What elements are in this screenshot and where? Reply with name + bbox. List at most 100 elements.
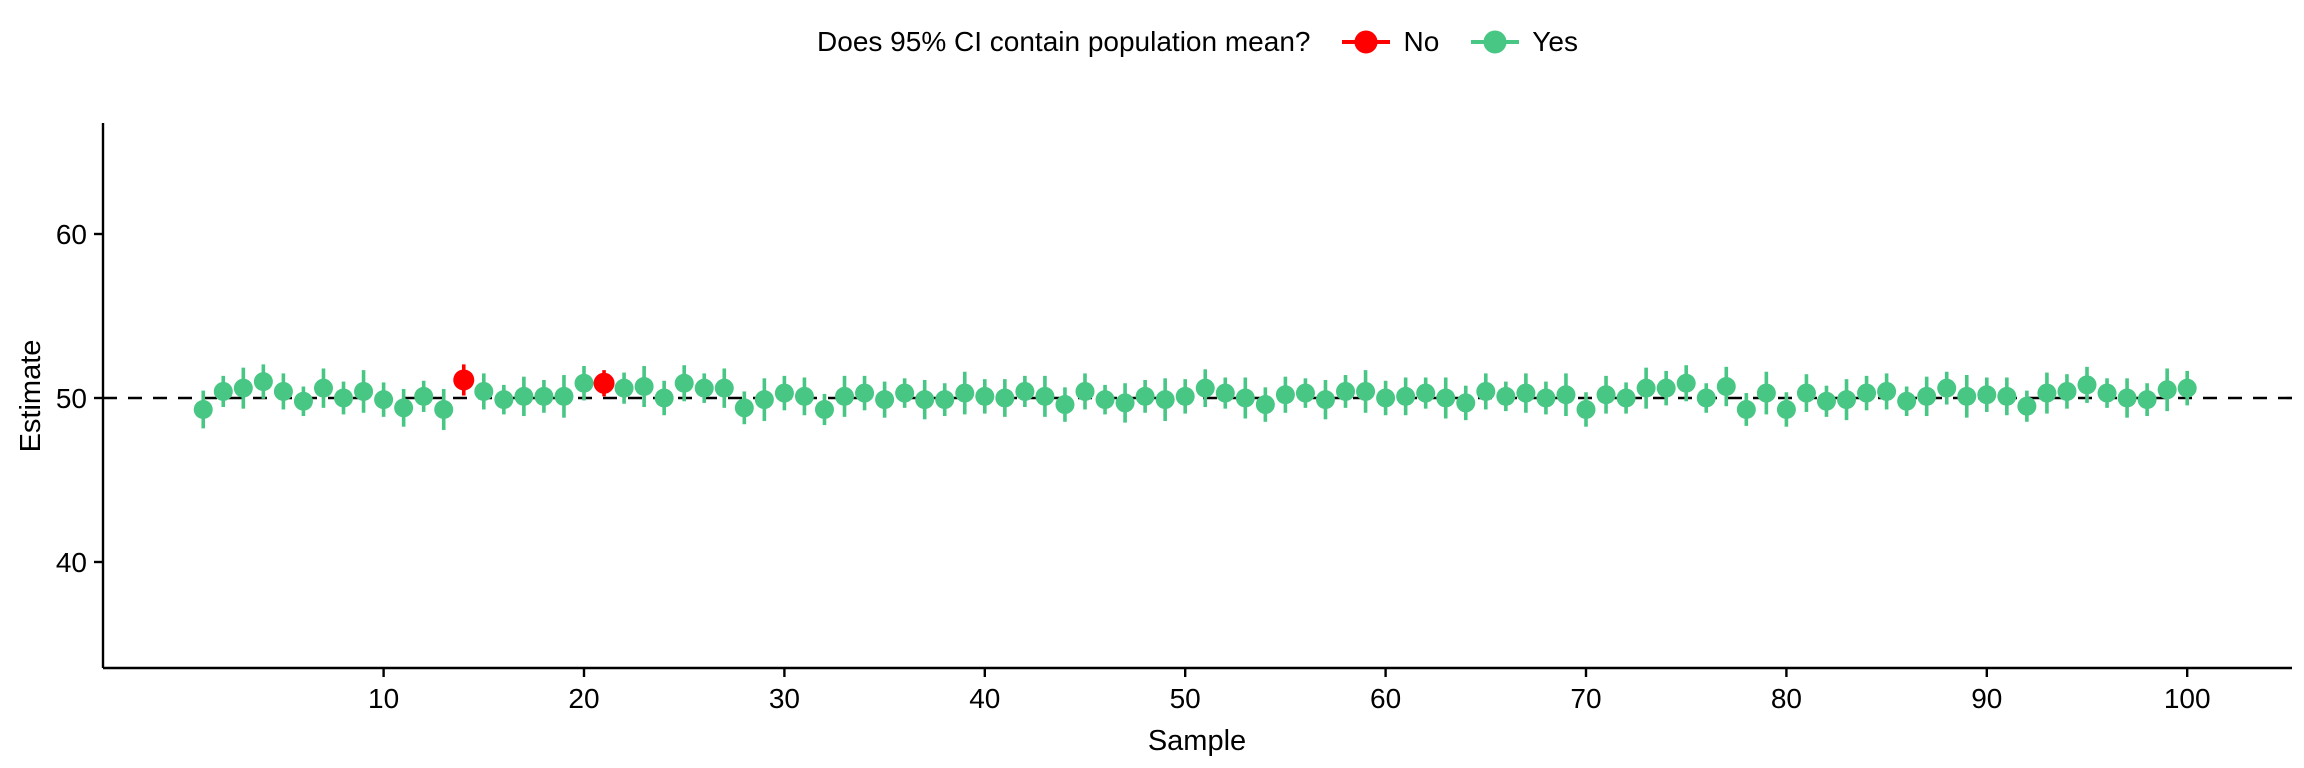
estimate-point — [354, 381, 374, 401]
estimate-point — [1215, 383, 1235, 403]
estimate-point — [1997, 386, 2017, 406]
pointrange-sample-22 — [614, 372, 634, 404]
estimate-point — [534, 386, 554, 406]
pointrange-sample-24 — [654, 380, 674, 416]
pointrange-sample-20 — [574, 366, 594, 401]
estimate-point — [1516, 383, 1536, 403]
x-tick-label: 20 — [568, 683, 599, 714]
pointrange-sample-87 — [1917, 376, 1937, 417]
pointrange-sample-81 — [1796, 374, 1816, 412]
estimate-point — [1155, 390, 1175, 410]
pointrange-sample-97 — [2117, 378, 2137, 418]
estimate-point — [1476, 381, 1496, 401]
estimate-point — [1696, 388, 1716, 408]
estimate-point — [233, 378, 253, 398]
pointrange-sample-46 — [1095, 384, 1115, 415]
pointrange-sample-79 — [1756, 371, 1776, 415]
pointrange-sample-26 — [694, 373, 714, 403]
pointrange-sample-19 — [554, 375, 574, 418]
pointrange-sample-30 — [774, 375, 794, 411]
estimate-point — [2137, 390, 2157, 410]
estimate-point — [754, 390, 774, 410]
pointrange-sample-5 — [273, 373, 293, 410]
pointrange-sample-6 — [293, 386, 313, 417]
pointrange-sample-52 — [1215, 377, 1235, 409]
estimate-point — [634, 377, 654, 397]
pointrange-sample-66 — [1496, 381, 1516, 412]
estimate-point — [714, 378, 734, 398]
pointrange-sample-32 — [814, 393, 834, 426]
estimate-point — [1656, 378, 1676, 398]
x-tick-label: 30 — [769, 683, 800, 714]
x-axis-title: Sample — [1148, 725, 1246, 757]
estimate-point — [814, 399, 834, 419]
estimate-point — [213, 381, 233, 401]
estimate-point — [1796, 383, 1816, 403]
pointrange-sample-4 — [253, 364, 273, 399]
pointrange-sample-40 — [975, 379, 995, 414]
legend-item-no: No — [1340, 26, 1439, 58]
estimate-point — [193, 399, 213, 419]
x-tick-label: 90 — [1971, 683, 2002, 714]
estimate-point — [414, 386, 434, 406]
pointrange-sample-54 — [1255, 387, 1275, 422]
pointrange-sample-23 — [634, 366, 654, 408]
y-tick-label: 60 — [56, 219, 87, 250]
estimate-point — [975, 386, 995, 406]
pointrange-sample-90 — [1977, 377, 1997, 412]
estimate-point — [774, 383, 794, 403]
estimate-point — [1816, 391, 1836, 411]
estimate-point — [955, 383, 975, 403]
estimate-point — [1075, 381, 1095, 401]
pointrange-sample-85 — [1877, 373, 1897, 410]
estimate-point — [915, 390, 935, 410]
estimate-point — [1315, 390, 1335, 410]
pointrange-sample-37 — [915, 379, 935, 420]
estimate-point — [694, 378, 714, 398]
pointrange-sample-78 — [1736, 393, 1756, 426]
pointrange-sample-82 — [1816, 385, 1836, 417]
pointrange-sample-86 — [1897, 386, 1917, 417]
pointrange-sample-29 — [754, 378, 774, 421]
pointrange-key-no-icon — [1342, 30, 1391, 54]
estimate-point — [1616, 388, 1636, 408]
estimate-point — [474, 381, 494, 401]
pointrange-sample-73 — [1636, 367, 1656, 409]
pointrange-sample-28 — [734, 391, 754, 425]
estimate-point — [1255, 395, 1275, 415]
pointrange-sample-33 — [835, 375, 855, 417]
estimate-point — [1596, 385, 1616, 405]
estimate-point — [1095, 390, 1115, 410]
estimate-point — [1556, 385, 1576, 405]
estimate-point — [554, 386, 574, 406]
estimate-point — [1636, 378, 1656, 398]
estimate-point — [1235, 388, 1255, 408]
estimate-point — [2177, 378, 2197, 398]
estimate-point — [1877, 381, 1897, 401]
estimate-point — [1295, 383, 1315, 403]
estimate-point — [2017, 396, 2037, 416]
pointrange-sample-17 — [514, 376, 534, 417]
pointrange-sample-3 — [233, 367, 253, 409]
estimate-point — [394, 398, 414, 418]
estimate-point — [2077, 375, 2097, 395]
pointrange-sample-95 — [2077, 366, 2097, 403]
estimate-point — [453, 369, 475, 391]
legend-label-yes: Yes — [1532, 26, 1578, 57]
pointrange-sample-84 — [1857, 375, 1877, 411]
pointrange-sample-80 — [1776, 392, 1796, 427]
pointrange-sample-64 — [1456, 385, 1476, 421]
estimate-point — [374, 390, 394, 410]
pointrange-sample-45 — [1075, 373, 1095, 410]
pointrange-sample-51 — [1195, 369, 1215, 408]
pointrange-sample-93 — [2037, 372, 2057, 414]
pointrange-sample-65 — [1476, 373, 1496, 410]
x-tick-label: 60 — [1370, 683, 1401, 714]
estimate-point — [614, 378, 634, 398]
x-tick-label: 40 — [969, 683, 1000, 714]
estimate-point — [1175, 386, 1195, 406]
estimate-point — [293, 391, 313, 411]
estimate-point — [593, 372, 615, 394]
pointrange-sample-25 — [674, 365, 694, 402]
